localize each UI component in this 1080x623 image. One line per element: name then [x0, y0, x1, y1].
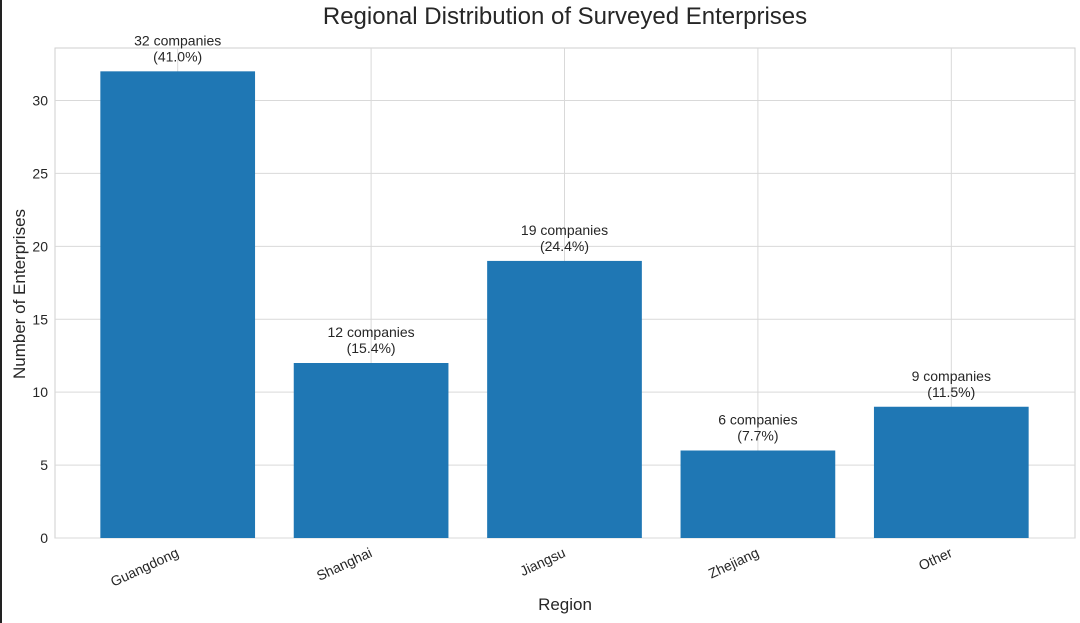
- bar-count-label: 12 companies: [328, 324, 415, 340]
- x-tick-label-guangdong: Guangdong: [108, 544, 181, 589]
- x-tick-label-shanghai: Shanghai: [314, 544, 374, 584]
- bar-count-label: 32 companies: [134, 32, 221, 48]
- y-axis-ticks: 0 5 10 15 20 25 30: [32, 93, 48, 547]
- bar-shanghai: [293, 363, 449, 538]
- x-tick-label-zhejiang: Zhejiang: [706, 544, 761, 581]
- bar-other: [873, 406, 1029, 538]
- y-tick-label: 30: [32, 93, 48, 109]
- bar-label-zhejiang: 6 companies (7.7%): [718, 412, 797, 444]
- bar-percent-label: (7.7%): [737, 428, 778, 444]
- bar-label-jiangsu: 19 companies (24.4%): [521, 222, 608, 254]
- bar-value-labels: 32 companies (41.0%) 12 companies (15.4%) 19…: [134, 32, 991, 443]
- bar-label-guangdong: 32 companies (41.0%): [134, 32, 221, 64]
- y-tick-label: 10: [32, 384, 48, 400]
- y-tick-label: 15: [32, 311, 48, 327]
- bar-jiangsu: [487, 260, 642, 538]
- x-axis-title: Region: [538, 595, 592, 614]
- bar-percent-label: (15.4%): [347, 340, 396, 356]
- bar-count-label: 9 companies: [912, 368, 991, 384]
- bar-percent-label: (24.4%): [540, 238, 589, 254]
- bar-percent-label: (41.0%): [153, 48, 202, 64]
- bars: [100, 71, 1029, 538]
- x-tick-label-other: Other: [916, 544, 955, 573]
- x-axis-ticks: Guangdong Shanghai Jiangsu Zhejiang Other: [108, 544, 955, 590]
- y-tick-label: 20: [32, 238, 48, 254]
- bar-count-label: 6 companies: [718, 412, 797, 428]
- bar-label-shanghai: 12 companies (15.4%): [328, 324, 415, 356]
- bar-guangdong: [100, 71, 256, 538]
- x-tick-label-jiangsu: Jiangsu: [517, 544, 568, 579]
- bar-count-label: 19 companies: [521, 222, 608, 238]
- bar-percent-label: (11.5%): [927, 384, 975, 400]
- bar-zhejiang: [680, 450, 836, 538]
- y-axis-title: Number of Enterprises: [10, 209, 29, 379]
- bar-label-other: 9 companies (11.5%): [912, 368, 991, 400]
- y-tick-label: 25: [32, 165, 48, 181]
- y-tick-label: 5: [40, 457, 48, 473]
- chart-title: Regional Distribution of Surveyed Enterp…: [323, 3, 807, 30]
- y-tick-label: 0: [40, 530, 48, 546]
